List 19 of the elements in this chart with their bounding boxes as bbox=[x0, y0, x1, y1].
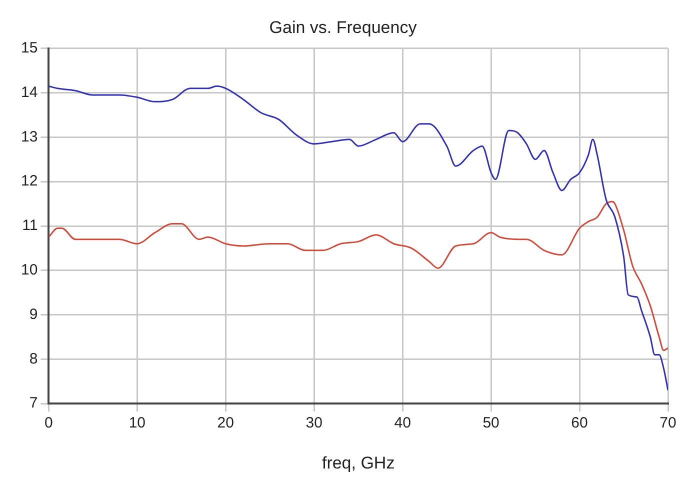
y-tick-label: 11 bbox=[22, 217, 38, 234]
x-tick-label: 50 bbox=[482, 414, 500, 432]
y-tick-label: 10 bbox=[20, 262, 38, 279]
x-axis-title: freq, GHz bbox=[322, 453, 395, 472]
x-tick-label: 70 bbox=[660, 414, 676, 432]
x-tick-label: 60 bbox=[571, 414, 588, 432]
x-tick-label: 30 bbox=[306, 414, 322, 432]
x-tick-label: 0 bbox=[44, 414, 53, 432]
y-tick-label: 12 bbox=[20, 172, 38, 190]
chart-title: Gain vs. Frequency bbox=[269, 18, 418, 37]
y-tick-label: 7 bbox=[29, 394, 38, 412]
y-tick-label: 14 bbox=[20, 84, 38, 101]
x-tick-label: 20 bbox=[217, 414, 234, 432]
x-tick-label: 40 bbox=[394, 414, 411, 432]
y-tick-label: 13 bbox=[20, 128, 38, 146]
y-tick-label: 9 bbox=[29, 306, 38, 323]
x-tick-label: 10 bbox=[128, 414, 146, 432]
y-tick-label: 15 bbox=[20, 40, 38, 57]
y-tick-label: 8 bbox=[29, 350, 38, 368]
